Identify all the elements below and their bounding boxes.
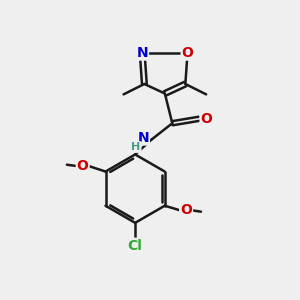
Text: O: O	[182, 46, 194, 60]
Text: O: O	[77, 159, 88, 173]
Text: H: H	[131, 142, 141, 152]
Text: N: N	[136, 46, 148, 60]
Text: O: O	[200, 112, 212, 126]
Text: O: O	[180, 203, 192, 217]
Text: N: N	[137, 130, 149, 145]
Text: Cl: Cl	[128, 239, 142, 253]
